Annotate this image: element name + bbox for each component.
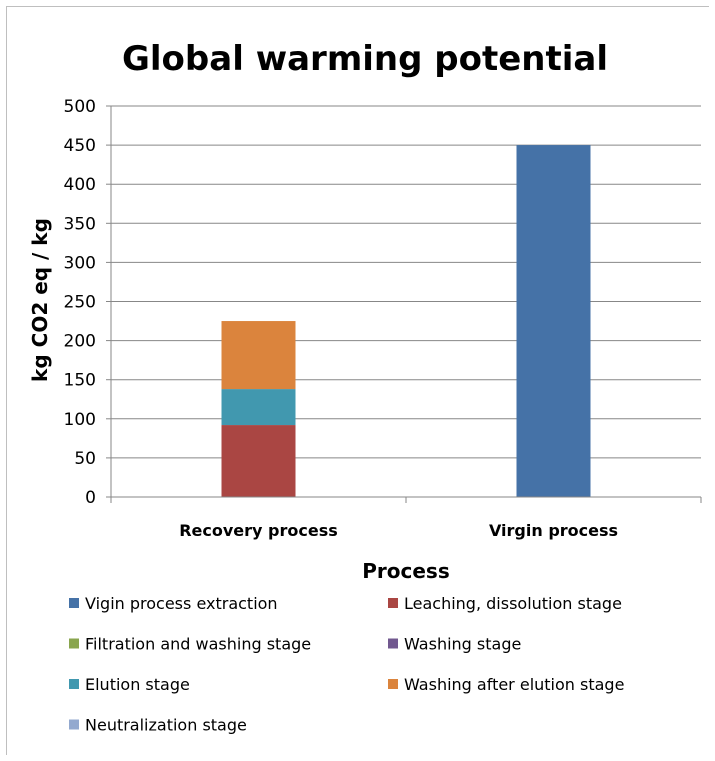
y-tick-label: 400 bbox=[64, 175, 96, 195]
legend-label: Filtration and washing stage bbox=[85, 635, 311, 654]
x-tick-label: Recovery process bbox=[179, 521, 338, 540]
legend-item: Neutralization stage bbox=[69, 716, 247, 735]
y-tick-label: 200 bbox=[64, 332, 96, 352]
category-labels: Recovery process Virgin process bbox=[179, 521, 618, 540]
legend-swatch bbox=[69, 719, 79, 730]
x-tick-label: Virgin process bbox=[489, 521, 618, 540]
bar-segment bbox=[516, 145, 591, 497]
legend-label: Washing after elution stage bbox=[404, 675, 624, 694]
legend-label: Washing stage bbox=[404, 635, 521, 654]
legend-item: Washing after elution stage bbox=[388, 675, 624, 694]
bars bbox=[221, 145, 591, 497]
y-tick-label: 100 bbox=[64, 410, 96, 430]
bar-segment bbox=[221, 321, 296, 390]
bar-segment bbox=[221, 389, 296, 426]
legend-item: Filtration and washing stage bbox=[69, 635, 311, 654]
legend-swatch bbox=[388, 679, 398, 689]
legend-swatch bbox=[388, 598, 398, 608]
bar-segment bbox=[221, 425, 296, 497]
legend-label: Neutralization stage bbox=[85, 716, 247, 735]
axes bbox=[110, 106, 702, 503]
y-tick-label: 50 bbox=[74, 449, 96, 469]
y-tick-label: 500 bbox=[64, 97, 96, 117]
legend-item: Leaching, dissolution stage bbox=[388, 594, 622, 613]
y-axis-title: kg CO2 eq / kg bbox=[28, 218, 52, 382]
legend-label: Elution stage bbox=[85, 675, 190, 694]
legend-swatch bbox=[69, 598, 79, 608]
x-axis-title: Process bbox=[362, 559, 450, 583]
y-tick-labels: 0 50 100 150 200 250 300 350 400 450 500 bbox=[64, 97, 111, 508]
legend-item: Elution stage bbox=[69, 675, 190, 694]
y-tick-label: 150 bbox=[64, 371, 96, 391]
legend: Vigin process extraction Leaching, dissol… bbox=[69, 594, 624, 735]
legend-swatch bbox=[388, 638, 398, 649]
legend-label: Leaching, dissolution stage bbox=[404, 594, 622, 613]
chart-title: Global warming potential bbox=[122, 39, 608, 79]
grid-lines bbox=[111, 105, 701, 459]
chart-frame bbox=[6, 6, 709, 755]
y-tick-label: 350 bbox=[64, 214, 96, 234]
y-tick-label: 450 bbox=[64, 136, 96, 156]
y-tick-label: 250 bbox=[64, 293, 96, 313]
legend-swatch bbox=[69, 638, 79, 649]
legend-swatch bbox=[69, 679, 79, 689]
y-tick-label: 300 bbox=[64, 253, 96, 273]
y-tick-label: 0 bbox=[85, 488, 96, 508]
legend-label: Vigin process extraction bbox=[85, 594, 278, 613]
legend-item: Vigin process extraction bbox=[69, 594, 278, 613]
legend-item: Washing stage bbox=[388, 635, 521, 654]
